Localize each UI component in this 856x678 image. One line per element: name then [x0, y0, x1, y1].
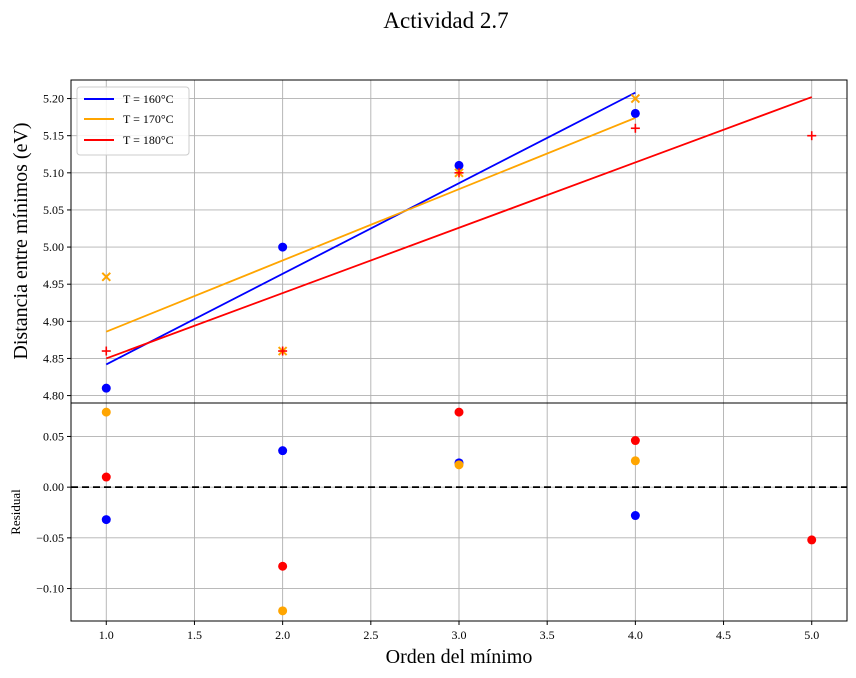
residual-point	[454, 460, 464, 470]
data-point	[101, 346, 111, 356]
top-panel: 4.80 4.85 4.90 4.95 5.00 5.05 5.10 5.15 5.20 Dis…	[10, 79, 848, 407]
top-y-tick-label: 5.20	[43, 92, 64, 106]
residual-axis-label: Residual	[8, 489, 23, 535]
data-point	[278, 242, 288, 252]
residual-point	[278, 446, 288, 456]
data-point	[630, 93, 641, 104]
residual-point	[101, 472, 111, 482]
bottom-y-tick-label: −0.10	[36, 582, 64, 596]
residual-point	[630, 511, 640, 521]
residual-point	[278, 561, 288, 571]
residual-point	[278, 606, 288, 616]
top-y-tick-label: 5.00	[43, 240, 64, 254]
x-tick-label: 3.0	[452, 628, 467, 642]
top-y-tick-label: 4.85	[43, 351, 64, 365]
x-tick-label: 4.5	[716, 628, 731, 642]
x-tick-label: 5.0	[804, 628, 819, 642]
top-y-tick-label: 5.10	[43, 166, 64, 180]
residual-point	[101, 515, 111, 525]
data-point	[278, 346, 288, 356]
residual-point	[454, 407, 464, 417]
top-data-points	[101, 93, 817, 393]
data-point	[101, 272, 111, 282]
residual-point	[807, 535, 817, 545]
x-tick-label: 1.5	[187, 628, 202, 642]
bottom-y-tick-label: 0.00	[43, 480, 64, 494]
fit-line	[105, 91, 636, 366]
data-point	[454, 160, 464, 170]
fit-line	[105, 117, 636, 333]
top-fit-lines	[105, 91, 813, 366]
top-y-axis-label: Distancia entre mínimos (eV)	[10, 122, 32, 359]
figure-title: Actividad 2.7	[383, 8, 508, 33]
bottom-frame	[70, 402, 848, 622]
legend-label-170: T = 170°C	[123, 112, 174, 126]
legend-box	[76, 86, 190, 156]
x-tick-label: 1.0	[99, 628, 114, 642]
x-ticks: 1.0 1.5 2.0 2.5 3.0 3.5 4.0 4.5 5.0	[99, 621, 819, 642]
bottom-y-ticks: −0.10 −0.05 0.00 0.05	[36, 429, 71, 596]
bottom-panel: −0.10 −0.05 0.00 0.05 1.0 1.5 2.0 2.5 3.0 3.5 4.0…	[8, 402, 848, 668]
top-y-tick-label: 4.90	[43, 314, 64, 328]
top-y-tick-label: 4.80	[43, 389, 64, 403]
legend: T = 160°C T = 170°C T = 180°C	[76, 86, 190, 156]
marker-stroke	[101, 272, 111, 282]
bottom-y-tick-label: −0.05	[36, 531, 64, 545]
marker-stroke	[630, 93, 641, 104]
data-point	[454, 168, 464, 178]
top-y-tick-label: 5.05	[43, 203, 64, 217]
residual-point	[630, 456, 640, 466]
legend-label-160: T = 160°C	[123, 92, 174, 106]
x-axis-label: Orden del mínimo	[386, 646, 533, 668]
data-point	[101, 383, 111, 393]
data-point	[630, 108, 640, 118]
data-point	[807, 131, 817, 141]
data-point	[630, 123, 640, 133]
x-tick-label: 2.5	[363, 628, 378, 642]
legend-label-180: T = 180°C	[123, 133, 174, 147]
residual-point	[630, 436, 640, 446]
top-y-tick-label: 5.15	[43, 129, 64, 143]
residual-points	[101, 407, 817, 616]
x-tick-label: 4.0	[628, 628, 643, 642]
bottom-y-tick-label: 0.05	[43, 429, 64, 443]
top-y-tick-label: 4.95	[43, 277, 64, 291]
x-tick-label: 2.0	[275, 628, 290, 642]
fit-line	[105, 96, 813, 360]
x-tick-label: 3.5	[540, 628, 555, 642]
residual-point	[101, 407, 111, 417]
